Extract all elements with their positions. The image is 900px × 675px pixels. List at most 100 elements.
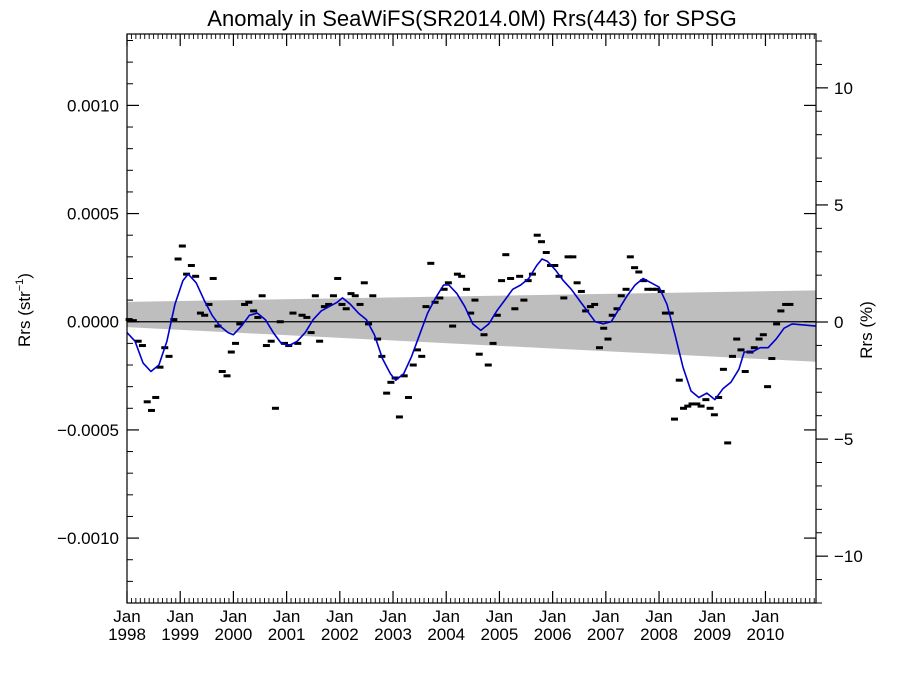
data-point (444, 281, 452, 285)
x-tick-month: Jan (166, 607, 193, 626)
smoothed-line (126, 258, 817, 401)
data-point (391, 376, 399, 380)
x-tick-month: Jan (326, 607, 353, 626)
data-point (467, 311, 475, 315)
x-tick-month: Jan (592, 607, 619, 626)
x-tick-year: 2003 (374, 625, 412, 644)
y-axis-title: Rrs (str−1) (14, 273, 34, 347)
data-point (733, 337, 741, 341)
data-point (298, 313, 306, 317)
data-point (307, 331, 315, 335)
data-point (187, 263, 195, 267)
data-point (551, 263, 559, 267)
y-tick-label: 0.0010 (67, 96, 119, 115)
data-point (697, 404, 705, 408)
data-point (271, 406, 279, 410)
data-point (528, 272, 536, 276)
x-tick-year: 2004 (427, 625, 465, 644)
data-point (276, 320, 284, 324)
data-point (413, 348, 421, 352)
data-point (741, 370, 749, 374)
data-point (782, 302, 790, 306)
data-point (502, 253, 510, 257)
data-point (728, 354, 736, 358)
data-point (684, 404, 692, 408)
data-point (356, 302, 364, 306)
data-point (719, 367, 727, 371)
x-tick-month: Jan (752, 607, 779, 626)
data-point (573, 281, 581, 285)
data-point (436, 296, 444, 300)
data-point (205, 302, 213, 306)
data-point (768, 357, 776, 361)
smoothed-anomaly-series (126, 258, 817, 401)
x-tick-month: Jan (433, 607, 460, 626)
data-point (152, 395, 160, 399)
data-point (786, 302, 794, 306)
data-point (170, 318, 178, 322)
data-point (338, 302, 346, 306)
data-point (134, 339, 142, 343)
data-point (316, 339, 324, 343)
y2-axis-title: Rrs (%) (857, 301, 876, 359)
data-point (303, 315, 311, 319)
data-point (241, 302, 249, 306)
x-tick-month: Jan (113, 607, 140, 626)
data-point (138, 344, 146, 348)
x-tick-month: Jan (699, 607, 726, 626)
data-point (223, 374, 231, 378)
data-point (369, 294, 377, 298)
data-point (453, 272, 461, 276)
data-point (533, 233, 541, 237)
data-point (564, 255, 572, 259)
data-point (706, 406, 714, 410)
data-point (670, 417, 678, 421)
data-point (214, 324, 222, 328)
data-point (764, 385, 772, 389)
y2-tick-label: 10 (834, 79, 853, 98)
data-point (196, 311, 204, 315)
trend-uncertainty-band (127, 290, 816, 362)
data-point (537, 240, 545, 244)
data-point (608, 313, 616, 317)
x-tick-year: 2006 (534, 625, 572, 644)
data-point (383, 391, 391, 395)
data-point (750, 346, 758, 350)
x-tick-year: 2001 (268, 625, 306, 644)
data-point (218, 370, 226, 374)
data-point (156, 365, 164, 369)
data-point (262, 344, 270, 348)
x-tick-year: 2010 (747, 625, 785, 644)
y2-tick-label: 5 (834, 196, 843, 215)
chart-title: Anomaly in SeaWiFS(SR2014.0M) Rrs(443) f… (207, 6, 736, 31)
data-point (524, 279, 532, 283)
data-point (462, 287, 470, 291)
data-point (759, 333, 767, 337)
data-point (165, 354, 173, 358)
data-point (422, 305, 430, 309)
data-point (409, 363, 417, 367)
data-point (773, 322, 781, 326)
plot-frame (126, 33, 817, 604)
data-point (715, 395, 723, 399)
data-point (258, 294, 266, 298)
data-point (320, 305, 328, 309)
data-point (569, 255, 577, 259)
data-point (653, 287, 661, 291)
x-tick-year: 2005 (481, 625, 519, 644)
data-point (710, 413, 718, 417)
x-axis: Jan1998Jan1999Jan2000Jan2001Jan2002Jan20… (108, 34, 815, 644)
y-tick-label: −0.0005 (57, 421, 119, 440)
data-point (427, 261, 435, 265)
data-point (418, 354, 426, 358)
data-point (507, 276, 515, 280)
data-point (183, 272, 191, 276)
data-point (431, 300, 439, 304)
data-point (777, 309, 785, 313)
data-point (666, 311, 674, 315)
data-point (675, 378, 683, 382)
data-point (250, 309, 258, 313)
data-point (737, 348, 745, 352)
x-tick-month: Jan (645, 607, 672, 626)
